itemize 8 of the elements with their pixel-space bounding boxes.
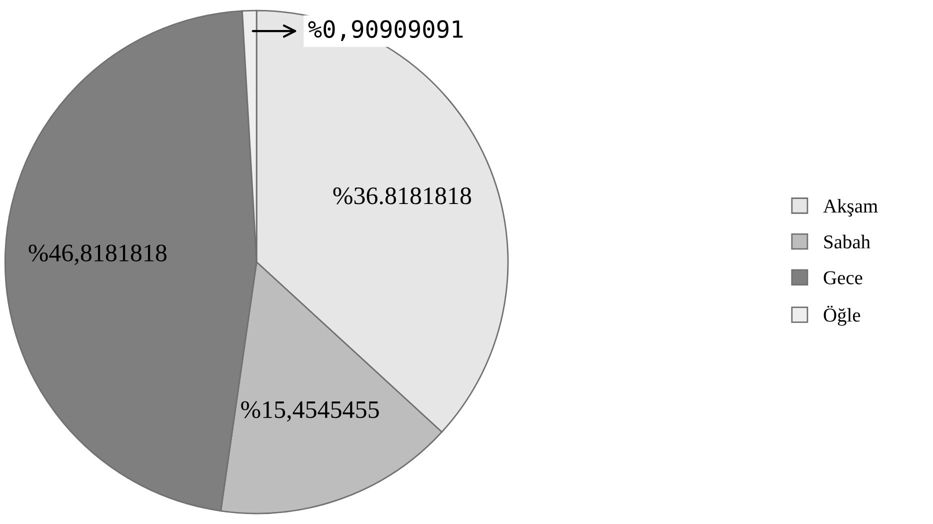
- data-label: %36.8181818: [333, 187, 472, 204]
- legend-label: Gece: [824, 271, 862, 284]
- legend-label: Akşam: [823, 198, 878, 217]
- data-label: %0,90909091: [308, 20, 463, 41]
- legend-label: Öğle: [824, 306, 860, 326]
- data-label: %46,8181818: [28, 244, 166, 266]
- legend-label: Sabah: [824, 234, 870, 248]
- data-label: %15,4545455: [241, 401, 379, 422]
